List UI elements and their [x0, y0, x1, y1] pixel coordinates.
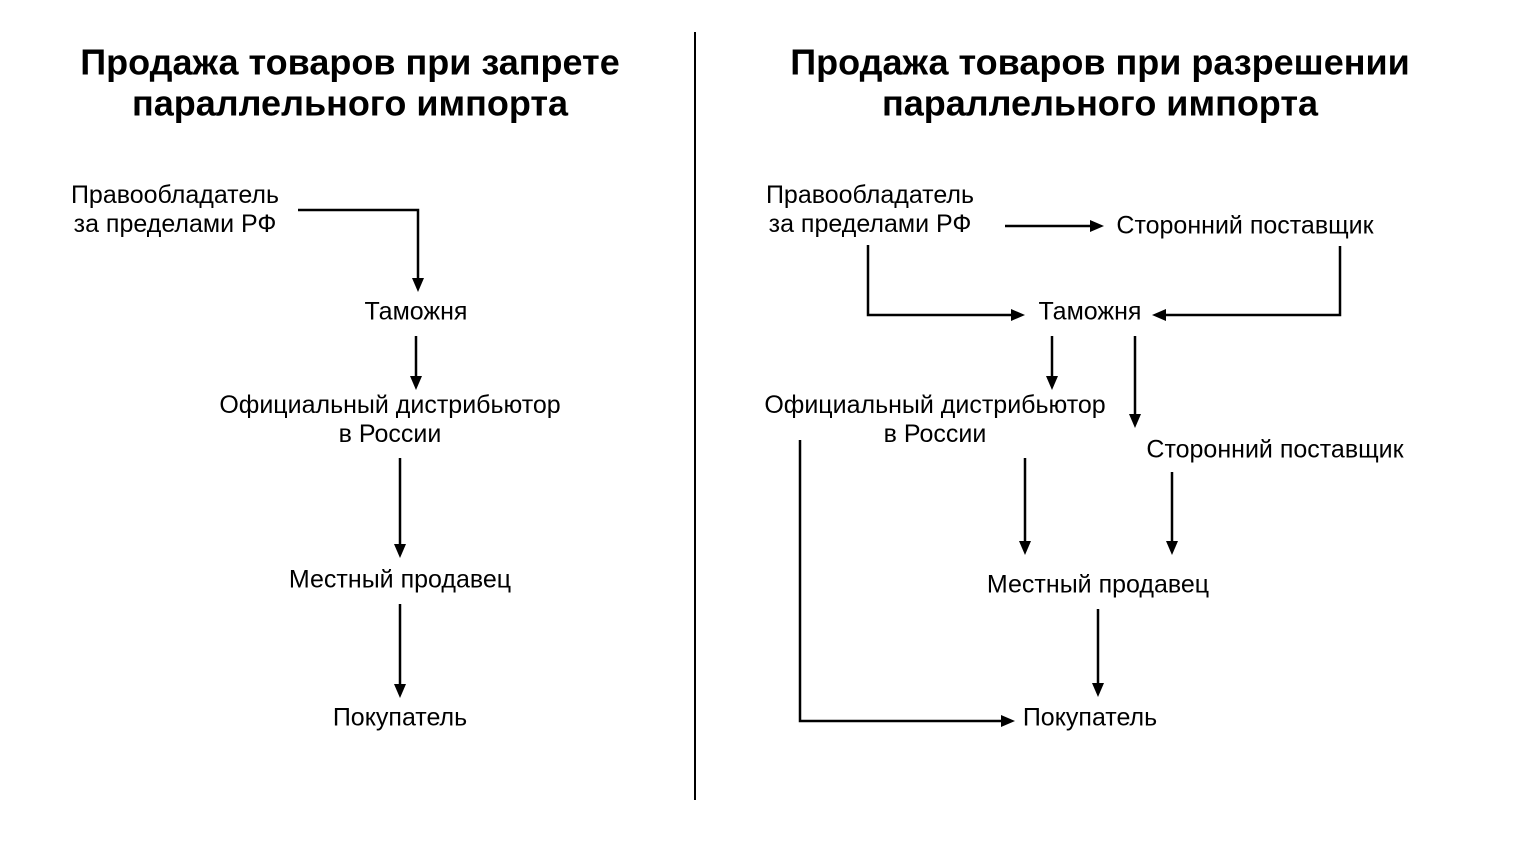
right-customs: Таможня	[1039, 298, 1142, 327]
right-title: Продажа товаров при разрешении параллель…	[790, 42, 1409, 125]
right-supplier-top: Сторонний поставщик	[1116, 212, 1373, 241]
diagram-canvas: Продажа товаров при запрете параллельног…	[0, 0, 1536, 864]
left-buyer: Покупатель	[333, 704, 467, 733]
right-supplier-mid: Сторонний поставщик	[1146, 436, 1403, 465]
right-owner: Правообладатель за пределами РФ	[766, 181, 974, 239]
left-distributor: Официальный дистрибьютор в России	[219, 391, 560, 449]
right-seller: Местный продавец	[987, 571, 1209, 600]
right-title-line1: Продажа товаров при разрешении	[790, 42, 1409, 83]
right-buyer: Покупатель	[1023, 704, 1157, 733]
right-title-line2: параллельного импорта	[882, 83, 1318, 124]
left-owner: Правообладатель за пределами РФ	[71, 181, 279, 239]
left-title: Продажа товаров при запрете параллельног…	[80, 42, 619, 125]
right-distributor: Официальный дистрибьютор в России	[764, 391, 1105, 449]
left-seller: Местный продавец	[289, 566, 511, 595]
left-title-line1: Продажа товаров при запрете	[80, 42, 619, 83]
left-customs: Таможня	[365, 298, 468, 327]
left-title-line2: параллельного импорта	[132, 83, 568, 124]
